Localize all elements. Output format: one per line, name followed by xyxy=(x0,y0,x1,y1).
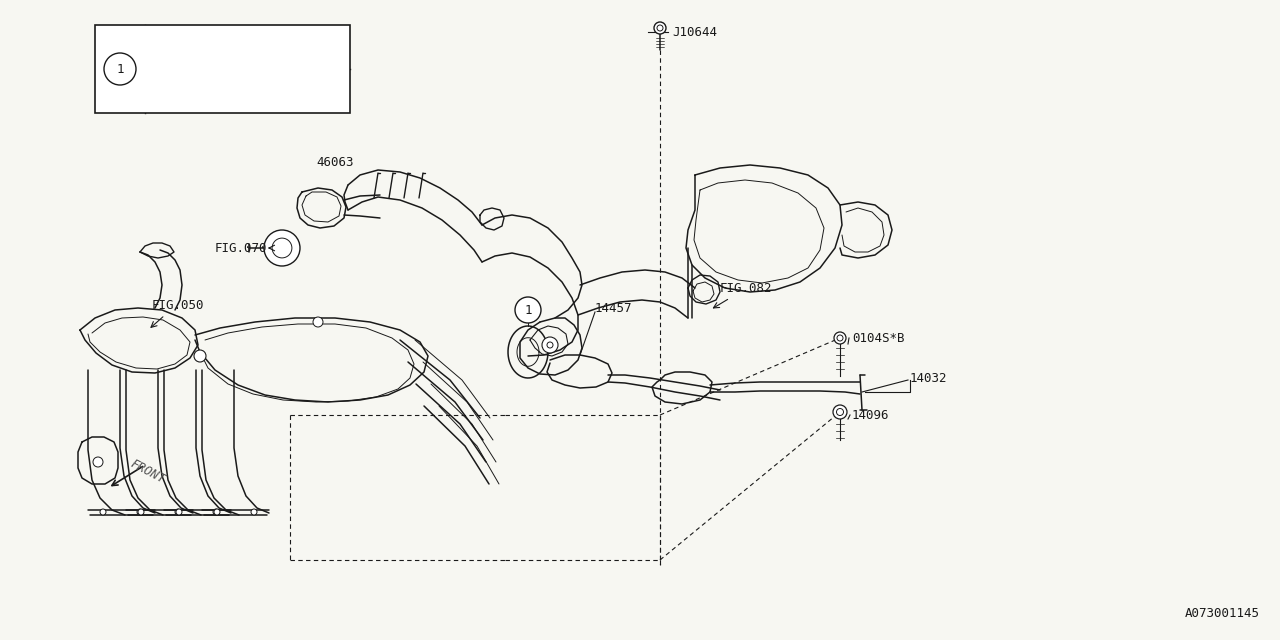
Text: 46063: 46063 xyxy=(316,156,353,168)
Text: FIG.050: FIG.050 xyxy=(152,298,205,312)
Text: 1: 1 xyxy=(116,63,124,76)
Text: 1: 1 xyxy=(525,303,531,317)
Text: F9790（1108-）: F9790（1108-） xyxy=(154,83,238,96)
Circle shape xyxy=(100,509,106,515)
Text: FRONT: FRONT xyxy=(128,458,168,486)
Bar xyxy=(95,25,349,113)
Text: 14457: 14457 xyxy=(595,301,632,314)
Text: F9841（-1108）: F9841（-1108） xyxy=(154,43,238,56)
Circle shape xyxy=(833,405,847,419)
Circle shape xyxy=(837,408,844,415)
Circle shape xyxy=(541,337,558,353)
Circle shape xyxy=(547,342,553,348)
Circle shape xyxy=(177,509,182,515)
Text: 14032: 14032 xyxy=(910,371,947,385)
Circle shape xyxy=(273,238,292,258)
Text: 0104S*B: 0104S*B xyxy=(852,332,905,344)
Circle shape xyxy=(657,25,663,31)
Circle shape xyxy=(837,335,844,341)
Circle shape xyxy=(137,509,143,515)
Circle shape xyxy=(175,509,180,515)
Text: A073001145: A073001145 xyxy=(1185,607,1260,620)
Circle shape xyxy=(314,317,323,327)
Circle shape xyxy=(835,332,846,344)
Circle shape xyxy=(654,22,666,34)
Circle shape xyxy=(93,457,102,467)
Circle shape xyxy=(214,509,220,515)
Text: J10644: J10644 xyxy=(672,26,717,38)
Circle shape xyxy=(515,297,541,323)
Text: FIG.082: FIG.082 xyxy=(719,282,773,294)
Text: 14096: 14096 xyxy=(852,408,890,422)
Circle shape xyxy=(195,350,206,362)
Text: FIG.070: FIG.070 xyxy=(215,241,268,255)
Circle shape xyxy=(251,509,257,515)
Circle shape xyxy=(138,509,143,515)
Circle shape xyxy=(104,53,136,85)
Circle shape xyxy=(264,230,300,266)
Circle shape xyxy=(212,509,219,515)
